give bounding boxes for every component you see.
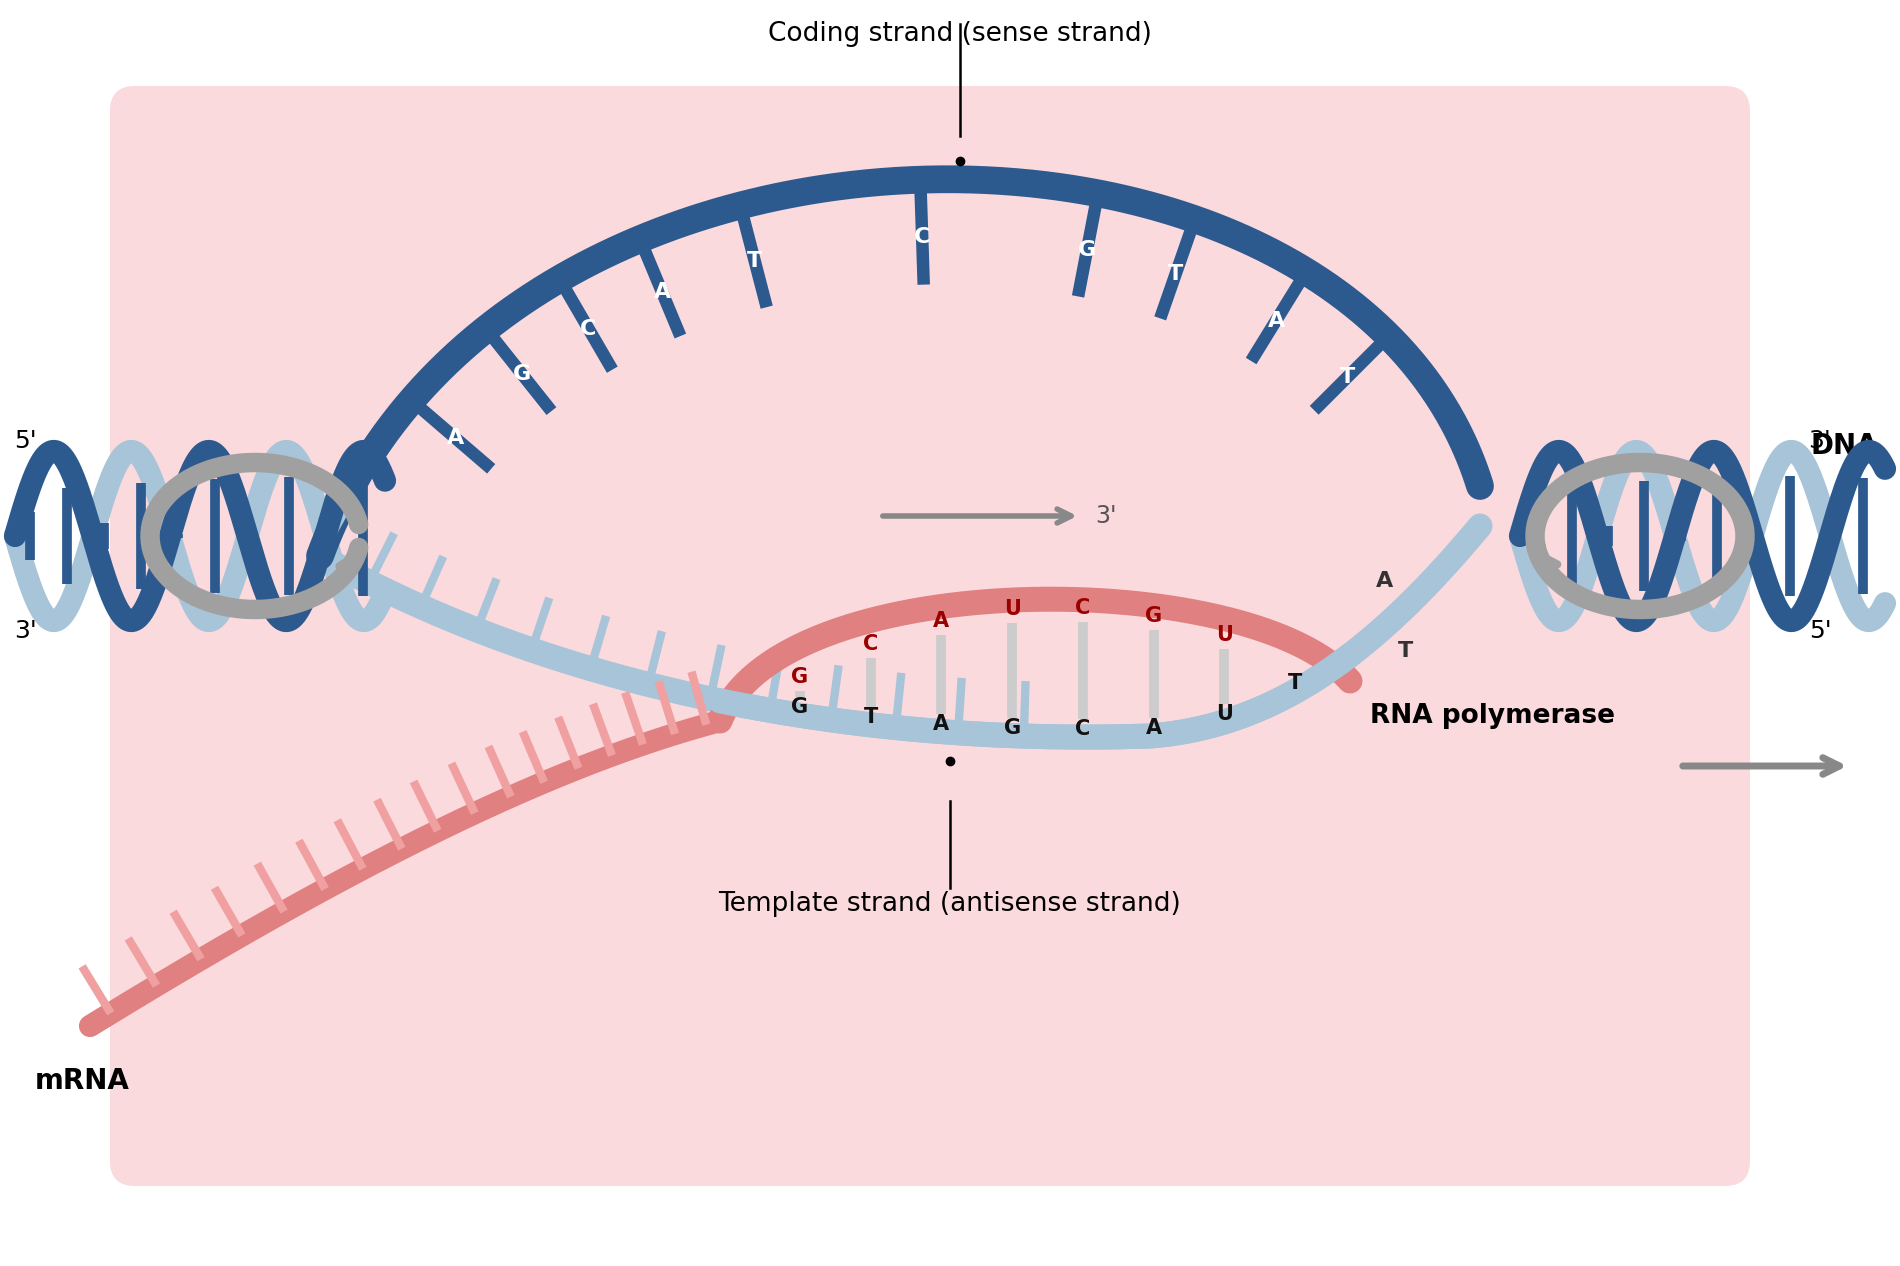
Text: A: A xyxy=(1267,310,1284,330)
Text: G: G xyxy=(1003,718,1020,738)
Text: C: C xyxy=(1075,719,1091,739)
Text: A: A xyxy=(933,714,950,733)
Text: C: C xyxy=(580,319,597,338)
Text: C: C xyxy=(863,634,878,655)
Text: A: A xyxy=(933,611,950,632)
Text: G: G xyxy=(513,363,530,384)
Text: A: A xyxy=(1146,718,1161,738)
Text: RNA polymerase: RNA polymerase xyxy=(1370,703,1615,729)
Text: G: G xyxy=(792,698,809,718)
Text: 3': 3' xyxy=(1809,429,1832,453)
Text: G: G xyxy=(1146,606,1163,627)
Text: G: G xyxy=(792,667,809,687)
Text: 3': 3' xyxy=(1094,504,1117,528)
Text: C: C xyxy=(1075,598,1091,618)
Text: U: U xyxy=(1003,599,1020,619)
Text: DNA: DNA xyxy=(1811,432,1877,460)
Text: A: A xyxy=(1376,571,1393,591)
Text: A: A xyxy=(446,428,464,448)
Text: U: U xyxy=(1216,624,1233,644)
Text: 3': 3' xyxy=(13,619,36,643)
Text: T: T xyxy=(747,251,762,271)
Text: T: T xyxy=(864,706,878,727)
Text: 5': 5' xyxy=(13,429,36,453)
Text: A: A xyxy=(654,282,671,303)
Text: U: U xyxy=(1216,704,1233,724)
FancyBboxPatch shape xyxy=(110,86,1750,1186)
Text: T: T xyxy=(1168,263,1184,284)
Text: mRNA: mRNA xyxy=(34,1067,129,1095)
Text: 5': 5' xyxy=(1809,619,1832,643)
Text: T: T xyxy=(1288,674,1302,694)
Text: Coding strand (sense strand): Coding strand (sense strand) xyxy=(768,22,1151,47)
Text: G: G xyxy=(1077,239,1096,260)
Text: C: C xyxy=(914,227,931,247)
Text: T: T xyxy=(1396,641,1412,661)
Text: Template strand (antisense strand): Template strand (antisense strand) xyxy=(718,891,1182,917)
Text: T: T xyxy=(1340,367,1355,386)
